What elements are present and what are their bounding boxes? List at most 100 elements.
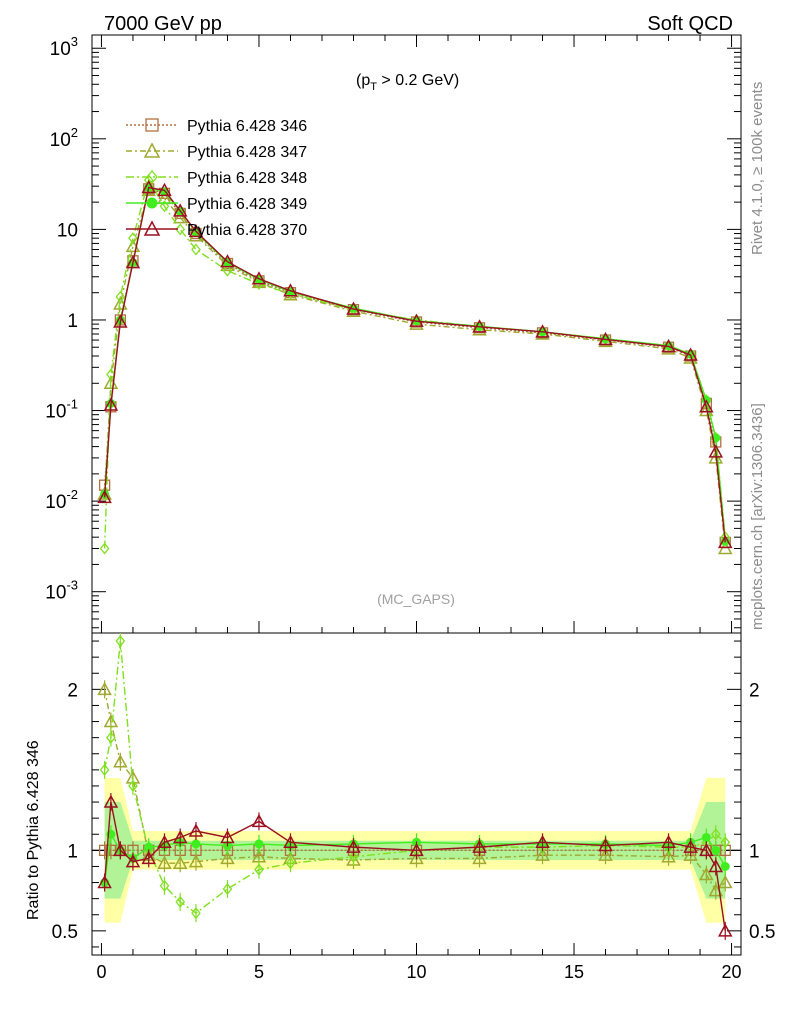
data-point bbox=[172, 829, 188, 844]
y-tick-exponent: 3 bbox=[71, 34, 78, 49]
ratio-tick-label-right: 2 bbox=[749, 680, 760, 701]
legend-marker bbox=[146, 169, 158, 185]
data-point bbox=[141, 179, 156, 194]
ratio-series bbox=[97, 633, 733, 940]
plot-label-rest: > 0.2 GeV) bbox=[377, 72, 459, 89]
data-point bbox=[188, 823, 204, 837]
data-point bbox=[717, 874, 733, 889]
data-point bbox=[598, 331, 613, 346]
data-point bbox=[535, 847, 550, 861]
legend-entry: Pythia 6.428 348 bbox=[126, 169, 307, 187]
data-point bbox=[220, 850, 235, 865]
legend-marker bbox=[143, 142, 161, 158]
y-tick-base: 1 bbox=[67, 311, 78, 332]
data-point bbox=[220, 829, 235, 844]
data-point bbox=[222, 264, 233, 277]
data-point bbox=[683, 347, 698, 361]
data-point bbox=[283, 834, 298, 849]
data-point bbox=[115, 635, 126, 648]
x-axis: 0 5 10 15 20 bbox=[96, 35, 742, 982]
data-point bbox=[157, 182, 172, 197]
y-tick-exponent: 2 bbox=[71, 125, 78, 140]
x-tick-label: 15 bbox=[564, 962, 584, 982]
data-point bbox=[409, 842, 424, 857]
y-tick-label: 10-3 bbox=[45, 578, 78, 604]
data-point bbox=[125, 854, 141, 868]
y-tick-label: 1 bbox=[67, 311, 78, 332]
plot-label-start: (p bbox=[356, 72, 370, 89]
y-tick-label: 10 bbox=[57, 220, 78, 241]
legend-entry: Pythia 6.428 347 bbox=[126, 142, 307, 161]
x-tick-label: 20 bbox=[722, 962, 742, 982]
data-point bbox=[128, 232, 138, 245]
y-tick-base: 10 bbox=[50, 130, 71, 151]
data-point bbox=[708, 444, 724, 458]
plot-label: (pT > 0.2 GeV) bbox=[356, 72, 459, 93]
y-tick-exponent: -1 bbox=[66, 397, 78, 412]
data-point bbox=[113, 754, 128, 768]
y-tick-label: 10-2 bbox=[45, 487, 78, 513]
legend-entry: Pythia 6.428 346 bbox=[126, 118, 307, 135]
data-point bbox=[535, 834, 550, 849]
data-point bbox=[699, 866, 714, 881]
data-point bbox=[472, 319, 487, 333]
data-point bbox=[285, 857, 296, 870]
data-point bbox=[283, 283, 298, 297]
y-tick-label: 10-1 bbox=[45, 397, 78, 423]
legend-marker bbox=[143, 220, 161, 236]
ratio-tick-label-right: 1 bbox=[749, 841, 760, 862]
data-point bbox=[159, 879, 170, 892]
data-point bbox=[472, 839, 487, 853]
ratio-tick-label-right: 0.5 bbox=[749, 922, 775, 943]
side-label-top: Rivet 4.1.0, ≥ 100k events bbox=[749, 82, 766, 255]
ratio-axis: 0.5 0.5 1 1 2 2 bbox=[52, 640, 775, 948]
data-point bbox=[172, 203, 188, 217]
data-point bbox=[661, 849, 676, 863]
data-point bbox=[598, 847, 613, 861]
data-point bbox=[409, 313, 424, 327]
y-tick-exponent: -2 bbox=[66, 487, 78, 502]
data-point bbox=[251, 813, 267, 828]
y-tick-base: 10 bbox=[45, 402, 66, 423]
data-point bbox=[157, 855, 172, 869]
right-title: Soft QCD bbox=[647, 13, 733, 35]
data-point bbox=[103, 397, 119, 411]
plot-label-sub: T bbox=[370, 81, 377, 93]
data-point bbox=[683, 847, 698, 861]
left-title: 7000 GeV pp bbox=[104, 13, 222, 35]
data-point bbox=[113, 842, 128, 857]
data-point bbox=[254, 839, 264, 849]
side-label-bottom: mcplots.cern.ch [arXiv:1306.3436] bbox=[749, 403, 766, 630]
data-point bbox=[103, 713, 119, 728]
data-point bbox=[598, 837, 613, 852]
y-tick-base: 10 bbox=[50, 39, 71, 60]
y-tick-base: 10 bbox=[45, 583, 66, 604]
data-point bbox=[720, 836, 731, 849]
data-point bbox=[175, 223, 186, 236]
data-point bbox=[188, 854, 204, 868]
data-point bbox=[97, 681, 112, 696]
main-series bbox=[97, 174, 733, 555]
data-point bbox=[661, 834, 676, 849]
data-point bbox=[699, 399, 714, 413]
series-line bbox=[103, 189, 726, 549]
legend-marker bbox=[145, 118, 159, 132]
y-tick-exponent: -3 bbox=[66, 578, 78, 593]
data-point bbox=[188, 223, 204, 238]
data-point bbox=[711, 845, 721, 855]
data-point bbox=[97, 489, 112, 504]
data-point bbox=[710, 828, 721, 841]
data-point bbox=[701, 832, 711, 842]
data-point bbox=[106, 368, 116, 381]
y-tick-base: 10 bbox=[45, 492, 66, 513]
y-tick-label: 103 bbox=[50, 34, 78, 60]
analysis-label: (MC_GAPS) bbox=[377, 591, 455, 607]
data-point bbox=[99, 763, 110, 776]
legend-marker bbox=[146, 197, 158, 209]
data-point bbox=[157, 834, 172, 849]
series-line bbox=[103, 186, 726, 543]
data-point bbox=[106, 731, 116, 744]
data-point bbox=[720, 861, 730, 871]
ratio-tick-label-left: 0.5 bbox=[52, 922, 78, 943]
